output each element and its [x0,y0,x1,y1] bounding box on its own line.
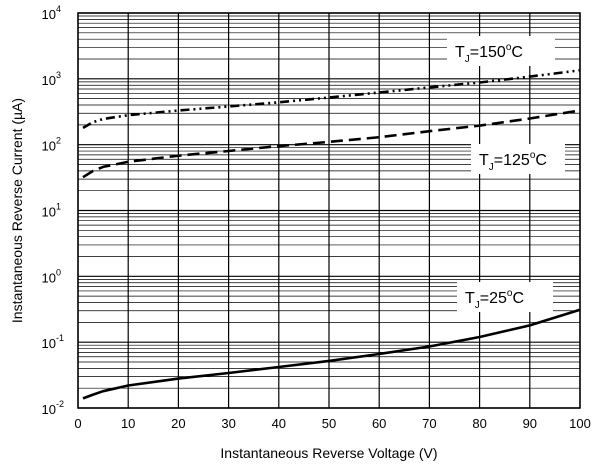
series-lines [82,69,581,400]
x-tick-label: 70 [422,416,436,431]
series-line-1 [82,109,581,179]
plot-frame [77,12,581,409]
y-tick-exponent: -2 [56,399,64,409]
y-tick-exponent: 0 [56,267,61,277]
series-label-box [447,36,555,66]
x-tick-label: 10 [121,416,135,431]
series-line-0 [82,69,581,130]
y-tick-label: 10 [42,205,56,220]
y-axis-label: Instantaneous Reverse Current (µA) [9,98,25,323]
y-tick-exponent: 3 [56,70,61,80]
x-tick-label: 40 [272,416,286,431]
x-tick-label: 90 [523,416,537,431]
major-gridlines [77,12,581,409]
y-tick-exponent: 4 [56,4,61,14]
x-tick-labels: 0 10 20 30 40 50 60 70 80 90 100 [74,416,590,431]
x-tick-label: 60 [372,416,386,431]
y-tick-label: 10 [42,402,56,417]
series-label-box [471,144,565,174]
y-tick-exponent: 2 [56,136,61,146]
series-label-boxes [447,36,565,312]
series-label-0: TJ=150oC [455,42,523,65]
y-tick-label: 10 [42,270,56,285]
x-tick-label: 30 [221,416,235,431]
y-tick-label: 10 [42,139,56,154]
y-tick-exponent: 1 [56,202,61,212]
x-axis-label: Instantaneous Reverse Voltage (V) [220,445,437,461]
x-tick-label: 0 [74,416,81,431]
y-tick-label: 10 [42,336,56,351]
series-label-box [457,282,553,312]
series-labels: TJ=150oC TJ=125oC TJ=25oC [455,42,547,311]
x-tick-label: 50 [322,416,336,431]
y-tick-exponent: -1 [56,333,64,343]
x-tick-label: 100 [569,416,591,431]
series-label-2: TJ=25oC [465,288,524,311]
series-line-2 [82,308,581,400]
x-tick-label: 20 [171,416,185,431]
y-tick-label: 10 [42,7,56,22]
y-tick-label: 10 [42,73,56,88]
series-label-1: TJ=125oC [479,150,547,173]
x-tick-label: 80 [472,416,486,431]
